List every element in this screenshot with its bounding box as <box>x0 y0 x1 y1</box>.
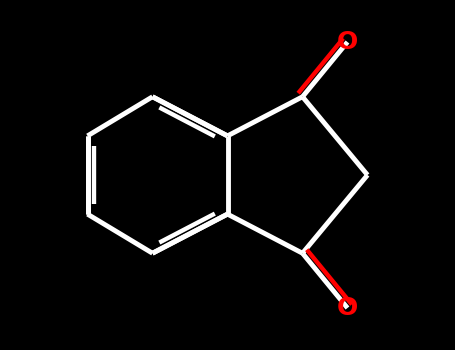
Text: O: O <box>337 296 358 320</box>
Text: O: O <box>337 30 358 54</box>
